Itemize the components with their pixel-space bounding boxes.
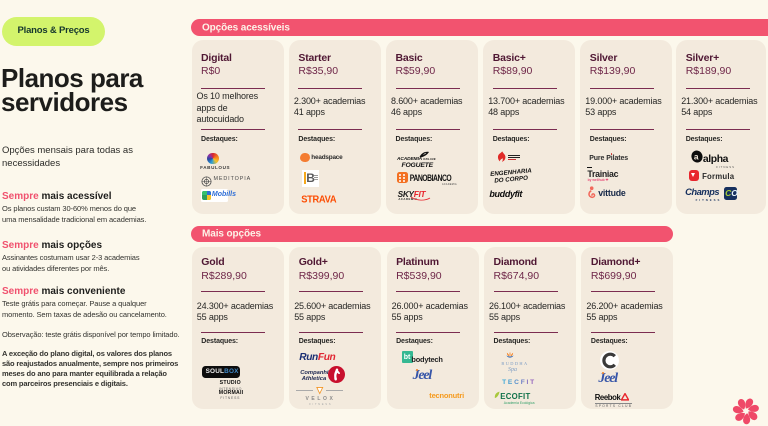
svg-text:a: a [694, 152, 699, 162]
